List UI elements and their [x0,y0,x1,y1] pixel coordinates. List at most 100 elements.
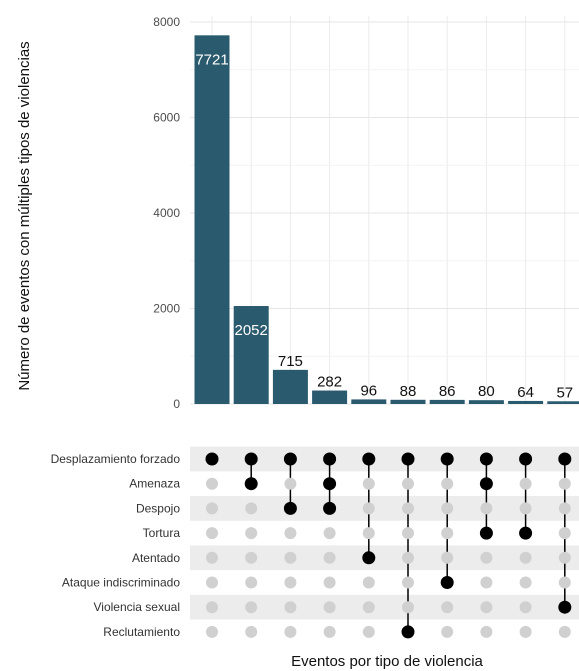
bar [194,35,230,404]
matrix-dot-active [479,452,493,466]
matrix-dot-inactive [558,625,571,638]
matrix-dot-inactive [402,477,414,490]
matrix-dot-inactive [441,625,454,638]
matrix-dot-active [519,526,533,540]
matrix-dot-active [283,501,297,515]
matrix-dot-active [323,501,337,515]
matrix-dot-inactive [323,576,336,589]
matrix-dot-active [244,452,258,466]
matrix-dot-inactive [206,502,218,515]
matrix-dot-inactive [323,527,336,540]
matrix-dot-inactive [558,576,571,589]
matrix-dot-inactive [245,601,258,614]
set-label-despojo: Despojo [136,501,180,515]
matrix-dot-active [362,452,376,466]
bar [429,399,465,404]
bar-value-label: 86 [439,383,456,400]
matrix-dot-active [244,477,258,491]
matrix-dot-inactive [362,576,375,589]
set-label-desplazamiento-forzado: Desplazamiento forzado [51,452,181,466]
matrix-dot-inactive [206,576,218,589]
matrix-dot-active [479,526,493,540]
matrix-dot-inactive [480,502,493,515]
matrix-dot-inactive [362,477,375,490]
matrix-dot-inactive [362,527,375,540]
matrix-dot-active [362,551,376,565]
set-label-ataque-indiscriminado: Ataque indiscriminado [62,576,180,590]
matrix-dot-active [283,452,297,466]
matrix-dot-inactive [206,625,218,638]
bar [508,400,544,404]
matrix-dot-inactive [402,551,414,564]
matrix-stripes [190,446,579,620]
matrix-dot-inactive [441,502,454,515]
matrix-dot-inactive [558,502,571,515]
matrix-dot-inactive [362,625,375,638]
set-label-reclutamiento: Reclutamiento [103,625,180,639]
matrix-dot-inactive [362,502,375,515]
bar-value-label: 80 [478,383,495,400]
bar-labels: 7721 2052 715 282 96 88 86 80 64 57 [195,51,573,401]
matrix-dot-inactive [323,601,336,614]
bar [272,369,308,404]
y-axis-title: Número de eventos con múltiples tipos de… [16,41,33,390]
matrix-dot-active [558,600,572,614]
matrix-dot-inactive [245,551,258,564]
bar-value-label: 2052 [235,322,268,339]
y-tick-label: 8000 [153,15,180,29]
matrix-dot-inactive [480,551,493,564]
matrix-dot-inactive [323,551,336,564]
matrix-dot-inactive [284,625,297,638]
matrix-dot-inactive [519,601,532,614]
matrix-dot-inactive [206,551,218,564]
bar-value-label: 64 [517,384,534,401]
matrix-dot-inactive [362,601,375,614]
matrix-dot-inactive [206,601,218,614]
matrix-dot-inactive [480,576,493,589]
matrix-dot-active [205,452,219,466]
x-axis-title: Eventos por tipo de violencia [291,653,483,670]
matrix-dot-inactive [402,576,414,589]
matrix-dot-active [440,452,454,466]
matrix-dot-inactive [245,576,258,589]
matrix-dot-active [401,625,415,639]
bar [351,399,387,404]
matrix-dot-inactive [441,551,454,564]
y-axis-ticks: 0 2000 4000 6000 8000 [153,15,180,411]
set-label-violencia-sexual: Violencia sexual [93,600,180,614]
matrix-dot-inactive [480,625,493,638]
bar-value-label: 7721 [195,51,228,68]
matrix-dot-active [479,477,493,491]
bar-value-label: 57 [556,384,573,401]
matrix-dot-inactive [519,576,532,589]
matrix-dot-inactive [519,477,532,490]
bar-value-label: 282 [317,374,342,391]
matrix-dot-inactive [519,551,532,564]
matrix-dot-active [558,452,572,466]
matrix-dot-inactive [206,527,218,540]
bar [312,390,348,404]
bar-value-label: 88 [400,383,417,400]
y-tick-label: 6000 [153,111,180,125]
y-tick-label: 2000 [153,302,180,316]
matrix-dot-inactive [558,551,571,564]
matrix-dot-inactive [558,477,571,490]
matrix-dot-inactive [284,551,297,564]
matrix-dot-inactive [245,625,258,638]
y-tick-label: 0 [173,397,180,411]
matrix-dot-inactive [441,527,454,540]
bar [468,400,504,404]
bar-value-label: 96 [360,382,377,399]
y-tick-label: 4000 [153,206,180,220]
set-labels: Desplazamiento forzado Amenaza Despojo Tort… [51,452,181,639]
matrix-dot-inactive [441,601,454,614]
bar [547,401,579,404]
matrix-dot-inactive [245,502,258,515]
set-label-amenaza: Amenaza [129,477,180,491]
set-label-atentado: Atentado [132,551,180,565]
matrix-dot-inactive [284,477,297,490]
matrix-dot-inactive [323,625,336,638]
bar [390,399,426,404]
matrix-dot-active [401,452,415,466]
